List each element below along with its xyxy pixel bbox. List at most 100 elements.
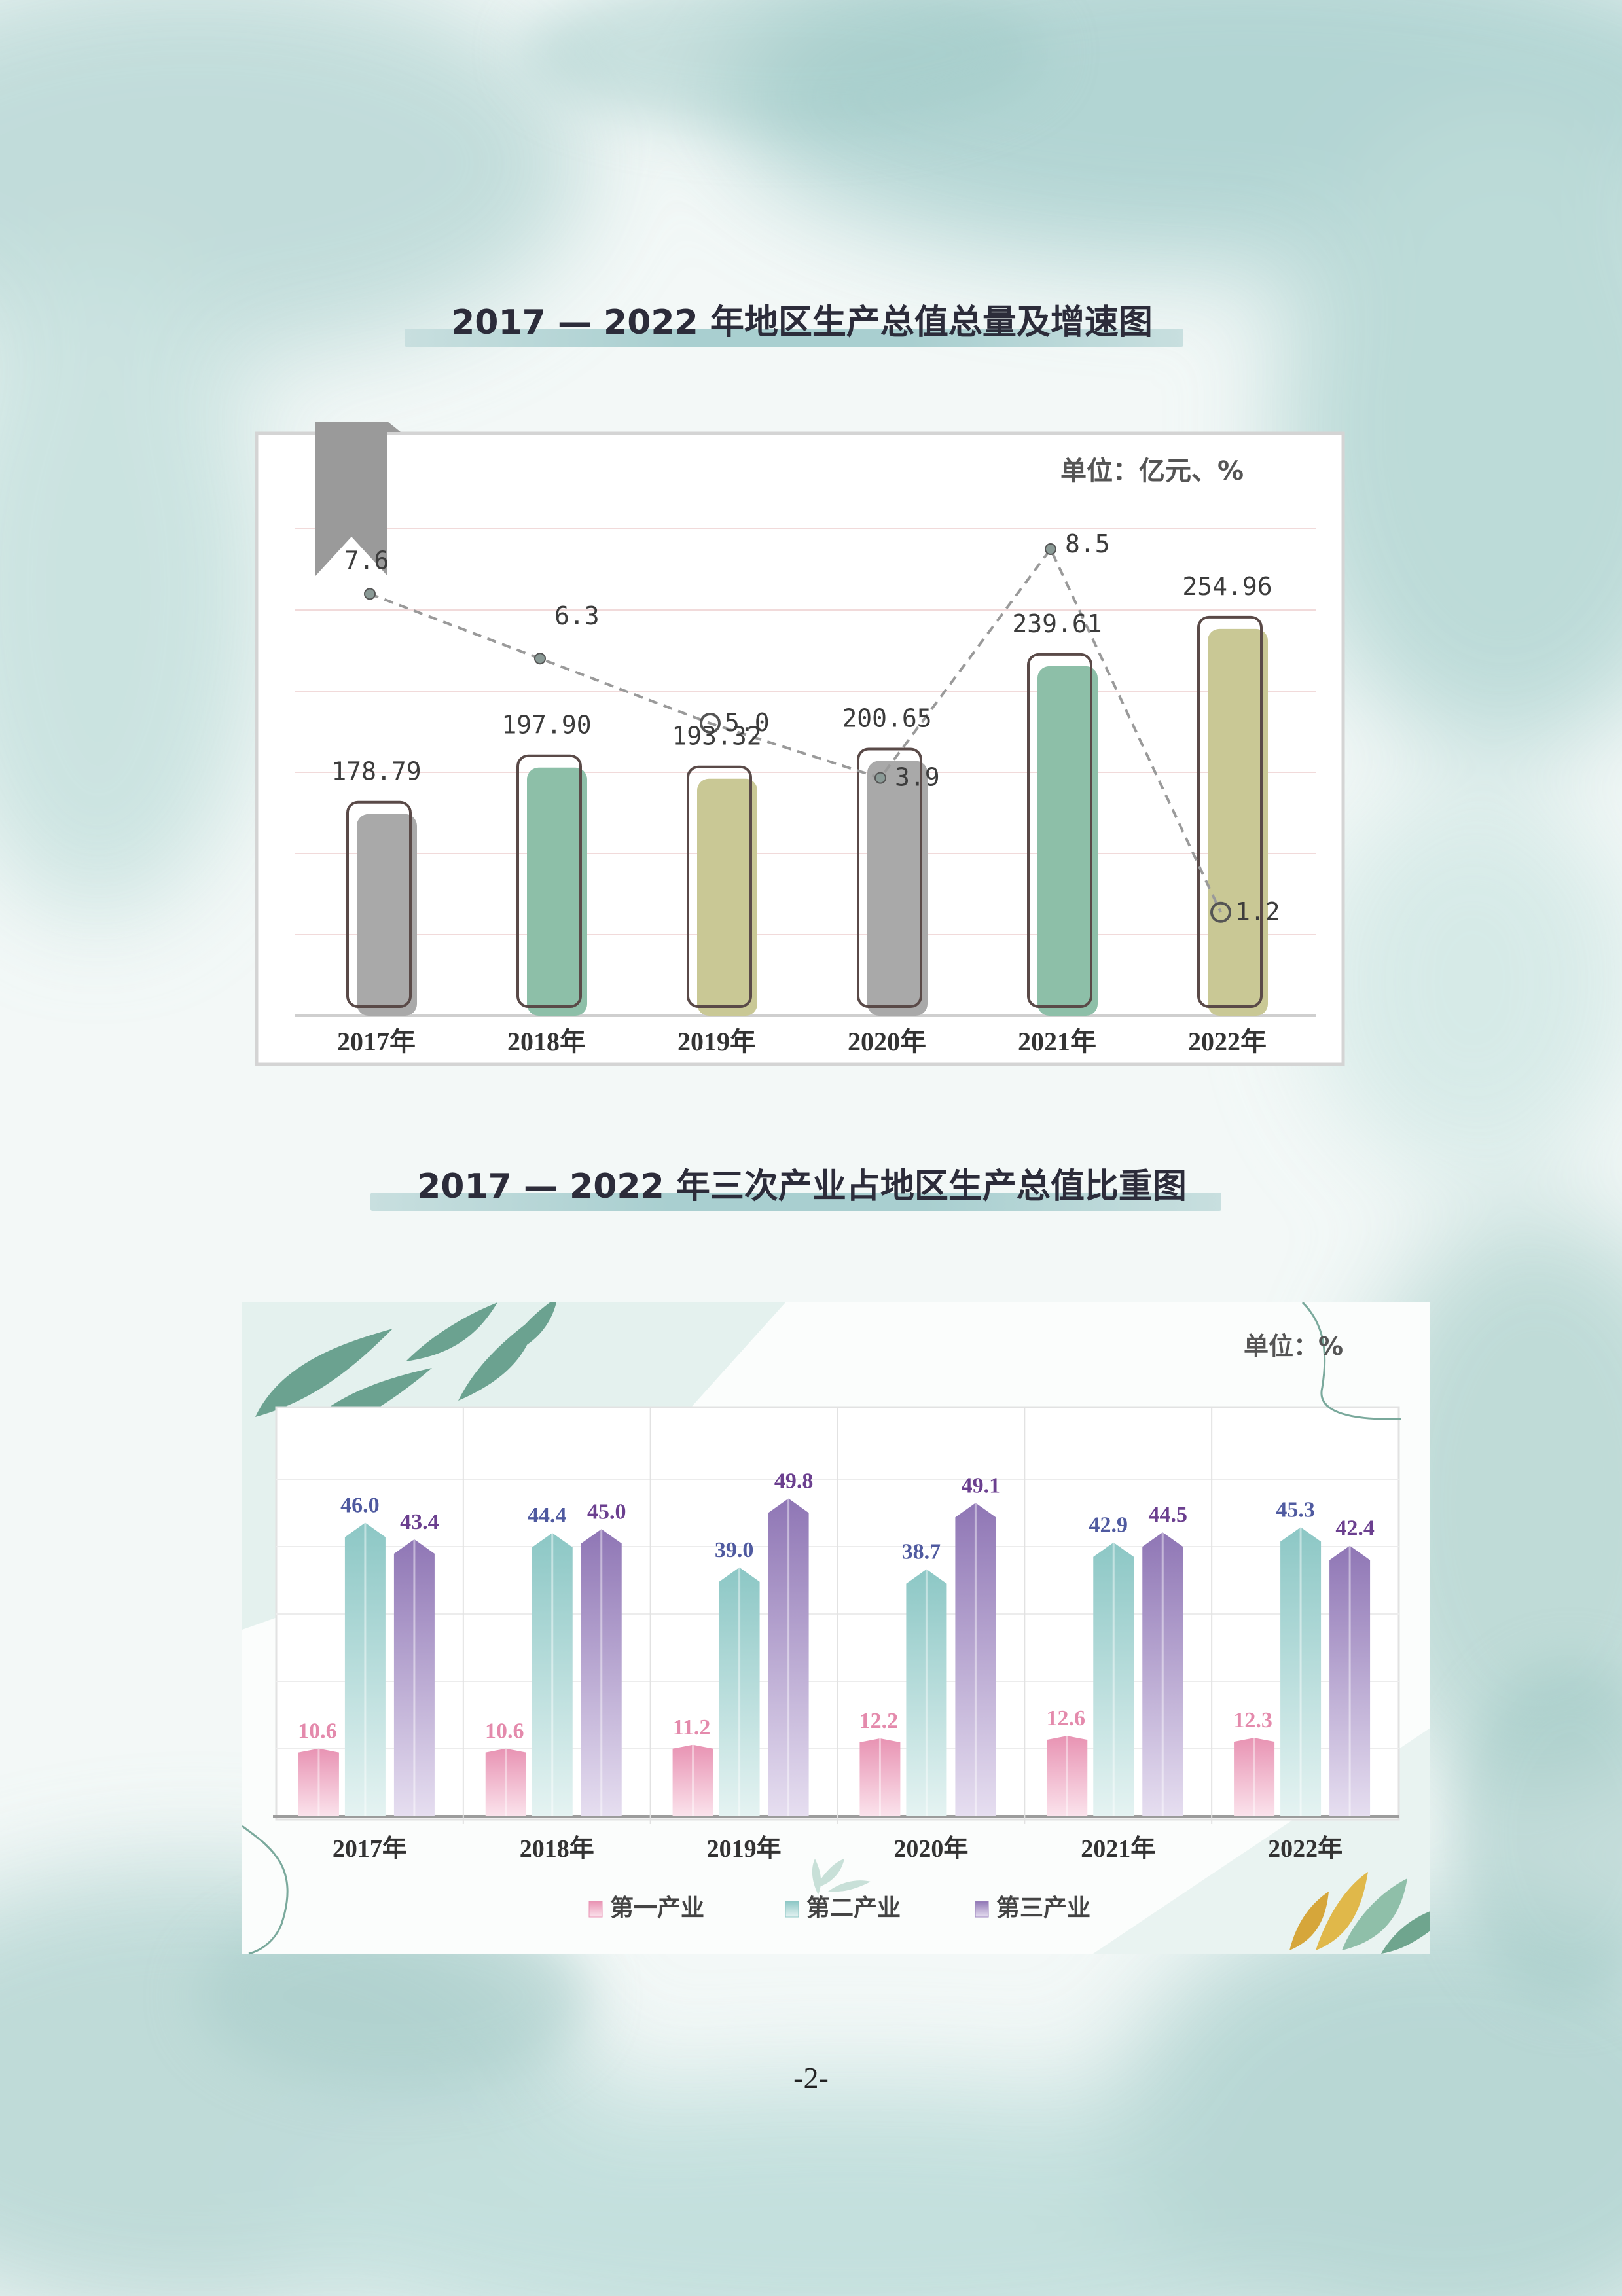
industry-value-label: 42.9 (1089, 1513, 1128, 1537)
gdp-value-label: 239.61 (1012, 609, 1102, 638)
gdp-bar-outline (1197, 615, 1263, 1009)
industry-value-label: 10.6 (485, 1719, 524, 1744)
legend-swatch (785, 1901, 799, 1918)
industry-bar (1142, 1532, 1183, 1816)
title-underline-band (370, 1193, 1221, 1211)
gdp-bar (867, 761, 928, 1016)
chart1-title: 2017 — 2022 年地区生产总值总量及增速图 (451, 303, 1153, 342)
gdp-bar-outline (857, 747, 922, 1008)
growth-rate-label: 3.9 (895, 763, 940, 792)
chart1-title-block: 2017 — 2022 年地区生产总值总量及增速图 (393, 288, 1211, 353)
gdp-bar (357, 814, 417, 1016)
industry-value-label: 43.4 (400, 1510, 439, 1534)
gdp-bar (527, 767, 587, 1016)
industry-value-label: 39.0 (715, 1538, 754, 1562)
x-tick-label: 2018年 (520, 1835, 594, 1863)
x-tick-label: 2022年 (1268, 1835, 1343, 1863)
gdp-value-label: 254.96 (1182, 572, 1272, 601)
growth-rate-label: 5.0 (725, 708, 770, 737)
chart2-title-block: 2017 — 2022 年三次产业占地区生产总值比重图 (360, 1152, 1244, 1217)
industry-bar (1093, 1542, 1134, 1816)
growth-rate-point (364, 588, 376, 600)
title-underline-band (405, 329, 1183, 347)
chart2-title: 2017 — 2022 年三次产业占地区生产总值比重图 (417, 1167, 1187, 1206)
x-tick-label: 2017年 (333, 1835, 407, 1863)
industry-bar (1329, 1545, 1371, 1816)
chart1-panel (255, 431, 1345, 1066)
industry-bar (532, 1533, 573, 1816)
x-tick-label: 2021年 (1018, 1027, 1096, 1056)
legend-swatch (588, 1901, 603, 1918)
growth-rate-point (1210, 901, 1231, 923)
industry-value-label: 46.0 (340, 1494, 380, 1518)
industry-value-label: 45.0 (587, 1499, 626, 1524)
x-tick-label: 2017年 (337, 1027, 416, 1056)
growth-rate-label: 1.2 (1235, 897, 1280, 926)
industry-share-chart: 单位：% 10.6 46.0 43.4 2017年 10.6 44.4 45.0 2018年 1… (242, 1302, 1430, 1955)
industry-bar (1047, 1736, 1088, 1816)
legend-swatch (975, 1901, 989, 1918)
page-number: -2- (793, 2061, 829, 2094)
chart1-unit-label: 单位：亿元、% (1060, 456, 1244, 486)
industry-value-label: 44.5 (1149, 1503, 1188, 1527)
growth-rate-point (874, 772, 886, 784)
industry-bar (485, 1748, 526, 1816)
legend-label: 第三产业 (996, 1895, 1090, 1922)
gdp-bar (1037, 666, 1098, 1016)
growth-rate-label: 8.5 (1065, 529, 1110, 558)
industry-value-label: 11.2 (673, 1715, 711, 1740)
industry-bar (393, 1539, 435, 1816)
growth-rate-point (534, 653, 546, 665)
industry-bar (768, 1498, 809, 1816)
gdp-bar-outline (1027, 653, 1092, 1008)
industry-bar (955, 1503, 996, 1816)
x-tick-label: 2018年 (507, 1027, 586, 1056)
industry-value-label: 45.3 (1276, 1498, 1315, 1522)
gdp-bar-outline (687, 765, 752, 1008)
industry-value-label: 49.8 (774, 1469, 814, 1493)
leaf-decoration-icon (812, 1859, 871, 1895)
x-tick-label: 2019年 (707, 1835, 782, 1863)
industry-value-label: 12.6 (1047, 1706, 1086, 1731)
industry-bar (1234, 1738, 1275, 1816)
industry-value-label: 42.4 (1335, 1516, 1375, 1541)
industry-bar (906, 1569, 947, 1816)
gdp-bar-outline (346, 800, 412, 1008)
curve-decoration (1301, 1302, 1401, 1420)
x-tick-label: 2021年 (1081, 1835, 1155, 1863)
gdp-bar (697, 778, 757, 1016)
growth-rate-label: 6.3 (554, 601, 600, 630)
industry-bar (1280, 1527, 1322, 1816)
gdp-value-label: 178.79 (331, 757, 421, 786)
industry-value-label: 44.4 (528, 1503, 567, 1528)
curve-decoration (242, 1825, 289, 1955)
industry-value-label: 12.3 (1233, 1708, 1272, 1732)
industry-value-label: 12.2 (859, 1709, 899, 1733)
industry-bar (581, 1529, 622, 1816)
industry-value-label: 49.1 (962, 1473, 1001, 1498)
x-tick-label: 2019年 (677, 1027, 756, 1056)
industry-value-label: 38.7 (902, 1540, 941, 1564)
leaf-decoration-icon (1289, 1872, 1430, 1954)
gdp-bar (1208, 628, 1268, 1016)
x-tick-label: 2022年 (1188, 1027, 1267, 1056)
industry-bar (298, 1748, 339, 1816)
gdp-chart: 单位：亿元、% 178.79 2017年 197.90 2018年 193.32 2019… (255, 422, 1345, 1066)
gdp-value-label: 200.65 (842, 704, 931, 733)
industry-bar (672, 1744, 713, 1816)
bookmark-ribbon-icon (315, 422, 401, 576)
x-tick-label: 2020年 (893, 1835, 968, 1863)
gdp-bar-outline (516, 754, 582, 1008)
growth-rate-label: 7.6 (344, 546, 389, 575)
legend-label: 第二产业 (806, 1895, 901, 1922)
growth-rate-point (700, 713, 721, 734)
gdp-value-label: 197.90 (501, 711, 591, 740)
chart2-unit-label: 单位：% (1244, 1332, 1343, 1361)
industry-bar (344, 1522, 386, 1816)
legend-label: 第一产业 (610, 1895, 704, 1922)
industry-bar (719, 1567, 760, 1816)
industry-value-label: 10.6 (298, 1719, 337, 1744)
industry-bar (859, 1738, 901, 1816)
x-tick-label: 2020年 (848, 1027, 926, 1056)
